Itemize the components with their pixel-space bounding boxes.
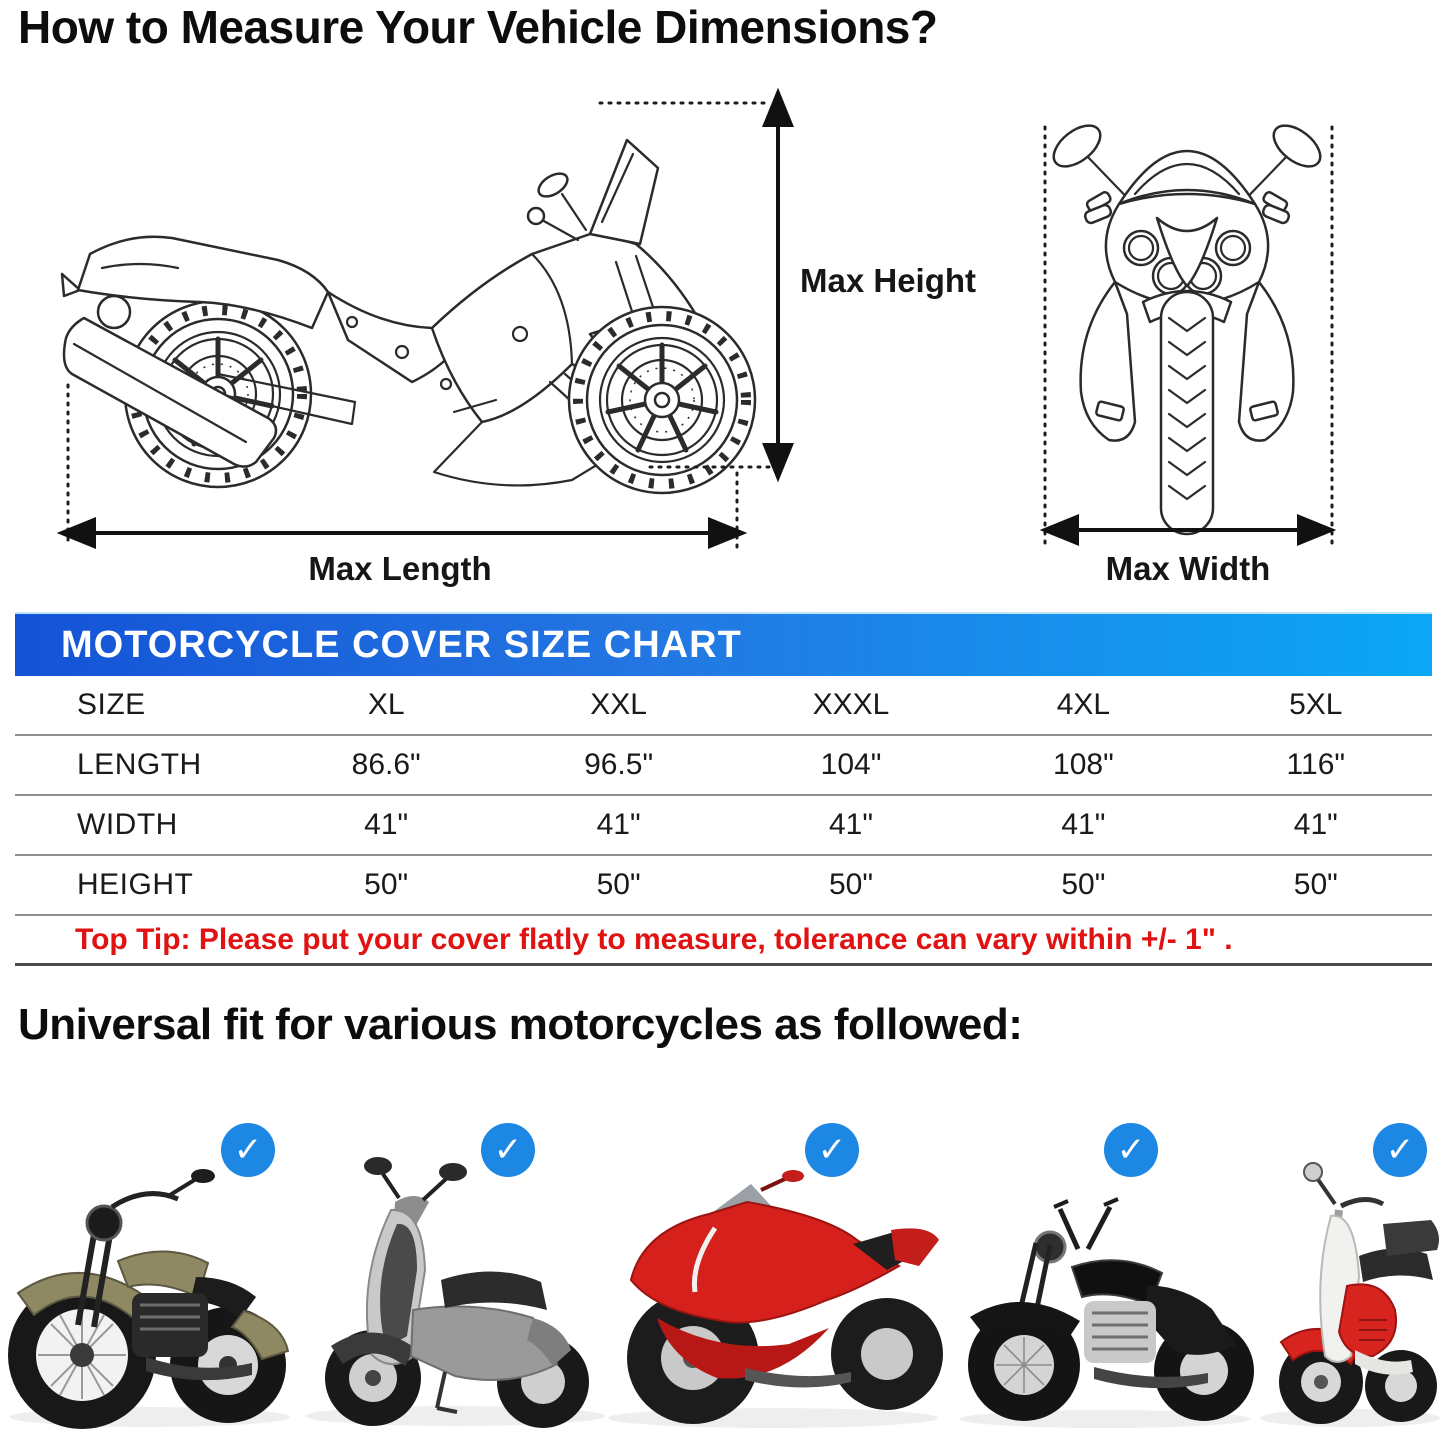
table-cell: 50" bbox=[596, 868, 641, 901]
table-cell: 104" bbox=[820, 748, 882, 781]
max-width-label: Max Width bbox=[1105, 550, 1271, 587]
table-cell: 50" bbox=[1293, 868, 1338, 901]
table-row-width: WIDTH 41" 41" 41" 41" 41" bbox=[15, 796, 1432, 856]
table-cell: 50" bbox=[1061, 868, 1106, 901]
sport-motorcycle-photo bbox=[608, 1170, 943, 1428]
motorcycle-front-view-drawing bbox=[1052, 124, 1322, 536]
row-label: LENGTH bbox=[77, 748, 202, 781]
table-cell: 41" bbox=[596, 808, 641, 841]
table-cell: 108" bbox=[1053, 748, 1114, 781]
row-label: WIDTH bbox=[77, 808, 178, 841]
tip-text: Top Tip: Please put your cover flatly to… bbox=[75, 922, 1233, 956]
table-row-length: LENGTH 86.6" 96.5" 104" 108" 116" bbox=[15, 736, 1432, 796]
check-icon: ✓ bbox=[481, 1123, 535, 1177]
check-icon: ✓ bbox=[1373, 1123, 1427, 1177]
check-glyph: ✓ bbox=[493, 1131, 523, 1169]
retro-scooter-photo bbox=[1260, 1162, 1440, 1427]
column-header: 4XL bbox=[1056, 688, 1111, 721]
column-header: XXXL bbox=[812, 688, 890, 721]
table-cell: 41" bbox=[828, 808, 873, 841]
scooter-photo bbox=[305, 1157, 605, 1428]
table-cell: 41" bbox=[364, 808, 409, 841]
column-header: XXL bbox=[590, 688, 647, 721]
check-glyph: ✓ bbox=[1116, 1131, 1146, 1169]
max-length-label: Max Length bbox=[308, 550, 492, 587]
table-cell: 50" bbox=[364, 868, 409, 901]
check-icon: ✓ bbox=[1104, 1123, 1158, 1177]
table-cell: 41" bbox=[1293, 808, 1338, 841]
check-glyph: ✓ bbox=[1385, 1131, 1415, 1169]
row-label: HEIGHT bbox=[77, 868, 194, 901]
table-cell: 116" bbox=[1286, 748, 1346, 781]
motorcycle-side-view-drawing bbox=[60, 138, 760, 522]
size-chart-tip-row: Top Tip: Please put your cover flatly to… bbox=[15, 916, 1432, 966]
table-row-size: SIZE XL XXL XXXL 4XL 5XL bbox=[15, 676, 1432, 736]
table-cell: 96.5" bbox=[584, 748, 654, 781]
table-cell: 41" bbox=[1061, 808, 1106, 841]
page-title: How to Measure Your Vehicle Dimensions? bbox=[18, 1, 938, 53]
check-glyph: ✓ bbox=[817, 1131, 847, 1169]
table-cell: 50" bbox=[828, 868, 873, 901]
check-glyph: ✓ bbox=[233, 1131, 263, 1169]
check-icon: ✓ bbox=[805, 1123, 859, 1177]
column-header: SIZE bbox=[77, 688, 146, 721]
check-icon: ✓ bbox=[221, 1123, 275, 1177]
size-chart-table: MOTORCYCLE COVER SIZE CHART SIZE XL XXL … bbox=[15, 612, 1432, 966]
cruiser-motorcycle-photo bbox=[8, 1169, 290, 1429]
size-chart-header-bar: MOTORCYCLE COVER SIZE CHART bbox=[15, 612, 1432, 676]
max-height-label: Max Height bbox=[800, 262, 977, 299]
table-cell: 86.6" bbox=[351, 748, 421, 781]
dimension-arrows bbox=[56, 87, 1337, 549]
size-chart-title: MOTORCYCLE COVER SIZE CHART bbox=[61, 623, 742, 666]
column-header: 5XL bbox=[1289, 688, 1343, 721]
table-row-height: HEIGHT 50" 50" 50" 50" 50" bbox=[15, 856, 1432, 916]
universal-fit-heading: Universal fit for various motorcycles as… bbox=[18, 1000, 1023, 1049]
column-header: XL bbox=[367, 688, 405, 721]
black-cruiser-photo bbox=[960, 1197, 1254, 1428]
